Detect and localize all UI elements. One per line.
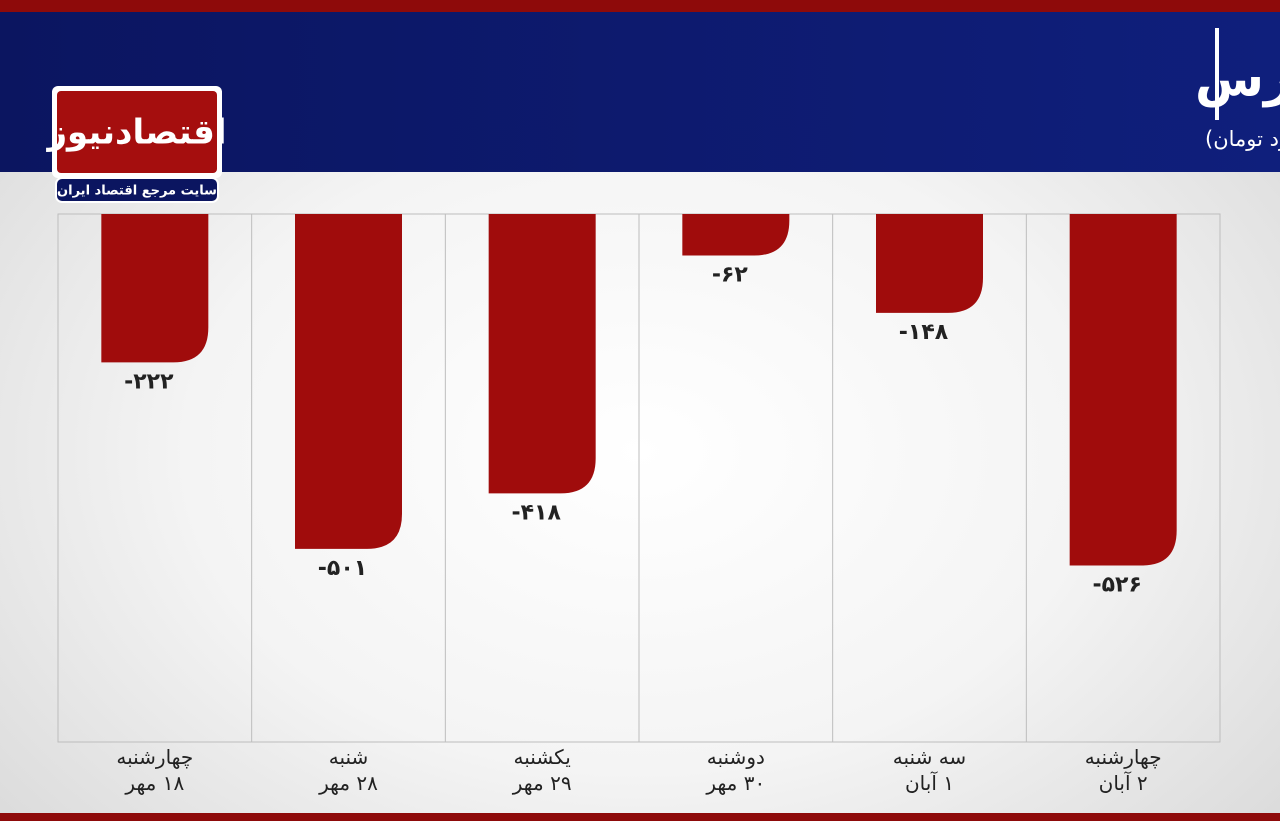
- value-label: -۶۲: [712, 262, 749, 287]
- x-tick-label: چهارشنبه ۱۸ مهر: [116, 745, 194, 795]
- bottom-stripe: [0, 813, 1280, 821]
- bar: [101, 214, 209, 363]
- value-label: -۵۲۶: [1092, 573, 1141, 598]
- bar: [295, 214, 402, 549]
- chart-subtitle: (واحد:میلیارد تومان): [1205, 127, 1280, 151]
- x-tick-label: دوشنبه ۳۰ مهر: [706, 745, 766, 795]
- title-divider: [1215, 28, 1219, 120]
- logo-text: اقتصادنیوز: [45, 113, 226, 153]
- logo-fill: [57, 91, 217, 173]
- value-label: -۲۲۲: [124, 369, 174, 394]
- bar: [488, 214, 596, 494]
- value-label: -۴۱۸: [511, 500, 561, 525]
- bar: [1069, 214, 1177, 566]
- chart-title: روند ورود و خروج پول حقیقی در بورس: [1195, 50, 1280, 109]
- bar: [682, 214, 790, 256]
- top-stripe: [0, 0, 1280, 12]
- logo-tagline: سایت مرجع اقتصاد ایران: [57, 184, 217, 199]
- x-tick-label: چهارشنبه ۲ آبان: [1084, 745, 1162, 795]
- value-label: -۱۴۸: [899, 320, 949, 345]
- x-tick-label: شنبه ۲۸ مهر: [319, 745, 378, 795]
- x-tick-label: یکشنبه ۲۹ مهر: [512, 745, 572, 795]
- value-label: -۵۰۱: [318, 556, 367, 581]
- x-tick-label: سه شنبه ۱ آبان: [892, 745, 967, 795]
- bar: [876, 214, 983, 313]
- logo-tagline-box: [55, 177, 219, 203]
